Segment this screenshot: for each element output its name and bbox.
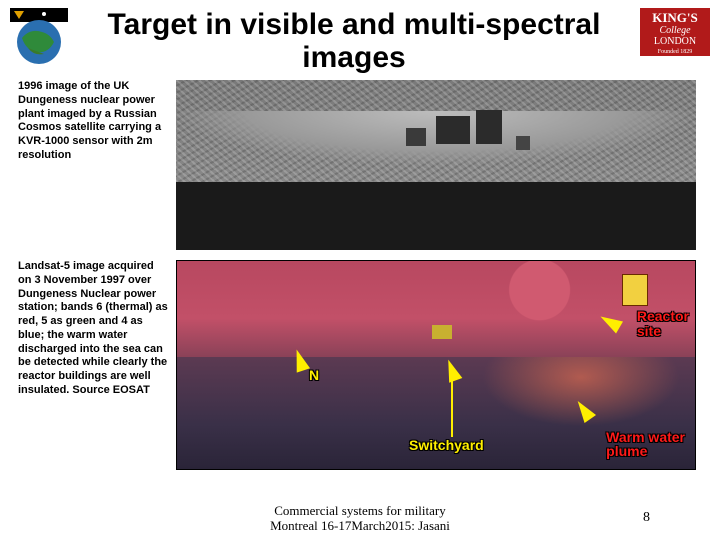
annotation-north: N bbox=[309, 367, 319, 383]
slide-footer: Commercial systems for military Montreal… bbox=[0, 504, 720, 534]
sea-region bbox=[176, 182, 696, 250]
slide-body: 1996 image of the UK Dungeness nuclear p… bbox=[0, 74, 720, 470]
slide-header: Target in visible and multi-spectral ima… bbox=[0, 0, 720, 74]
svg-text:KING'S: KING'S bbox=[652, 10, 698, 25]
globe-satellite-logo bbox=[10, 8, 68, 66]
building-block bbox=[436, 116, 470, 144]
land-region-thermal bbox=[177, 261, 695, 357]
reactor-pixel bbox=[623, 275, 647, 305]
caption-top: 1996 image of the UK Dungeness nuclear p… bbox=[18, 80, 168, 163]
building-block bbox=[516, 136, 530, 150]
row-visible-image: 1996 image of the UK Dungeness nuclear p… bbox=[18, 80, 708, 250]
multispectral-image: N Switchyard Reactorsite Warm waterplume bbox=[176, 260, 696, 470]
slide-title: Target in visible and multi-spectral ima… bbox=[68, 8, 640, 74]
footer-line-1: Commercial systems for military bbox=[274, 503, 446, 518]
row-multispectral-image: Landsat-5 image acquired on 3 November 1… bbox=[18, 260, 708, 470]
annotation-switchyard: Switchyard bbox=[409, 437, 484, 453]
visible-satellite-image bbox=[176, 80, 696, 250]
svg-text:College: College bbox=[659, 25, 691, 36]
page-number: 8 bbox=[643, 510, 650, 526]
annotation-plume: Warm waterplume bbox=[606, 430, 685, 459]
switchyard-arrow-line bbox=[451, 381, 453, 437]
building-block bbox=[406, 128, 426, 146]
annotation-reactor: Reactorsite bbox=[637, 309, 689, 338]
kings-college-logo: KING'S College LONDON Founded 1829 bbox=[640, 8, 710, 56]
svg-text:Founded 1829: Founded 1829 bbox=[658, 49, 693, 55]
caption-bottom: Landsat-5 image acquired on 3 November 1… bbox=[18, 260, 168, 398]
building-block bbox=[476, 110, 502, 144]
switchyard-pixel bbox=[432, 325, 452, 339]
footer-line-2: Montreal 16-17March2015: Jasani bbox=[270, 518, 450, 533]
svg-text:LONDON: LONDON bbox=[654, 36, 696, 47]
